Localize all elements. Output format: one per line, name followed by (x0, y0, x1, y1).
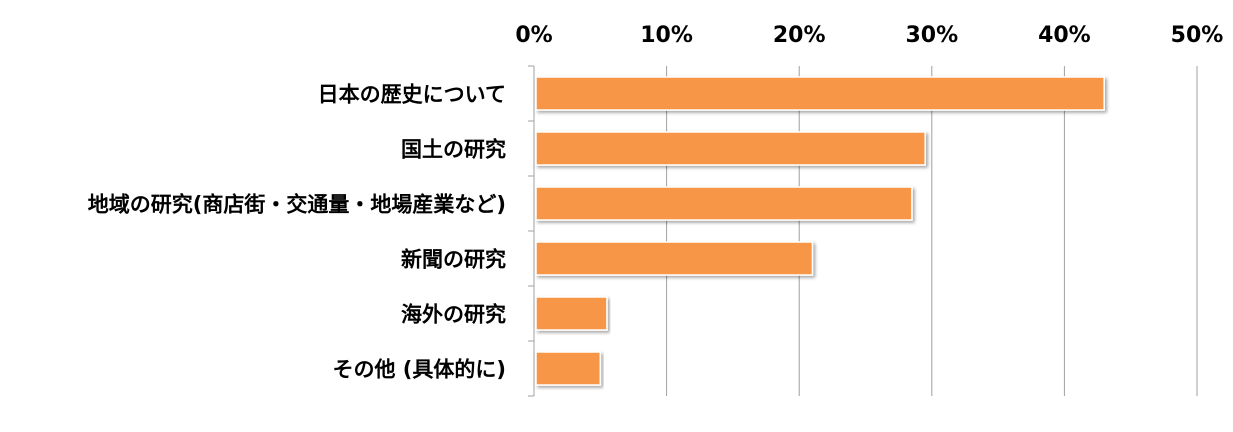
x-tick-label: 10% (640, 23, 693, 48)
x-tick-label: 20% (773, 23, 826, 48)
bar (535, 351, 602, 386)
y-axis (528, 65, 535, 397)
x-tick-label: 50% (1171, 23, 1224, 48)
category-label: 新聞の研究 (401, 248, 506, 272)
bar (535, 76, 1105, 111)
bar (535, 296, 608, 331)
x-axis-tick-labels: 0% 10% 20% 30% 40% 50% (515, 23, 1223, 48)
bars (535, 76, 1105, 386)
bar (535, 186, 913, 221)
bar (535, 241, 814, 276)
x-tick-label: 0% (515, 23, 552, 48)
category-label: 海外の研究 (401, 303, 506, 327)
x-tick-label: 40% (1038, 23, 1091, 48)
category-label: 国土の研究 (401, 138, 506, 162)
gridlines (666, 66, 1198, 396)
category-label: 日本の歴史について (318, 83, 506, 107)
bar (535, 131, 926, 166)
x-tick-label: 30% (905, 23, 958, 48)
category-label: 地域の研究(商店街・交通量・地場産業など) (88, 193, 506, 217)
category-label: その他 (具体的に) (332, 358, 506, 382)
